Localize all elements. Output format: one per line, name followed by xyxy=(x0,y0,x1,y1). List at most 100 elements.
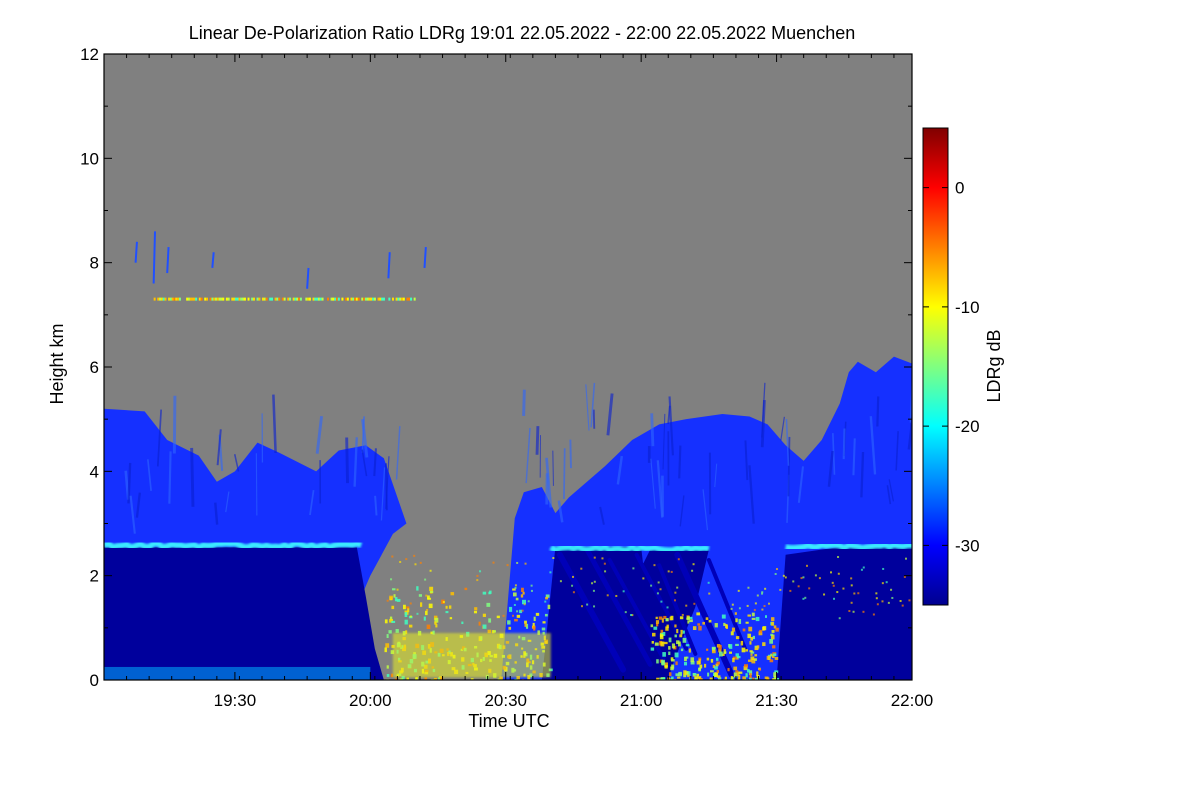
aerosol-speckle xyxy=(437,677,440,680)
aerosol-speckle xyxy=(728,644,733,649)
aerosol-speckle xyxy=(1079,615,1082,620)
aerosol-speckle xyxy=(1146,622,1148,624)
aerosol-speckle xyxy=(1175,620,1178,622)
aerosol-speckle xyxy=(948,645,952,648)
aerosol-speckle xyxy=(750,656,755,661)
aerosol-speckle xyxy=(488,618,492,623)
aerosol-speckle xyxy=(1117,680,1120,682)
aerosol-speckle-sparse xyxy=(666,606,669,609)
aerosol-speckle-sparse xyxy=(685,604,688,607)
aerosol-speckle xyxy=(949,674,952,677)
high-layer-dot xyxy=(173,297,176,301)
high-layer-dot xyxy=(243,297,246,301)
aerosol-speckle xyxy=(922,667,924,672)
aerosol-speckle xyxy=(651,640,654,644)
aerosol-speckle xyxy=(949,664,953,668)
aerosol-speckle xyxy=(752,677,755,680)
aerosol-speckle xyxy=(923,626,927,631)
aerosol-speckle xyxy=(682,630,685,634)
aerosol-speckle xyxy=(1104,661,1108,665)
aerosol-speckle xyxy=(930,678,932,681)
aerosol-speckle xyxy=(738,671,743,674)
aerosol-speckle-sparse xyxy=(419,561,422,564)
aerosol-speckle xyxy=(940,664,942,669)
aerosol-speckle xyxy=(751,612,755,617)
high-layer-dot xyxy=(227,297,230,301)
aerosol-speckle xyxy=(940,679,943,682)
aerosol-speckle xyxy=(947,677,949,680)
high-layer-dot xyxy=(395,297,398,301)
cloud-streak xyxy=(787,436,791,497)
high-layer-dot xyxy=(296,297,299,301)
aerosol-speckle xyxy=(732,657,735,663)
aerosol-speckle xyxy=(676,640,680,645)
aerosol-speckle-sparse xyxy=(629,613,632,616)
aerosol-speckle xyxy=(1094,680,1097,685)
aerosol-speckle xyxy=(939,647,943,651)
fall-streak xyxy=(1120,555,1143,649)
aerosol-speckle xyxy=(1187,661,1189,664)
aerosol-speckle xyxy=(935,677,939,681)
cloud-streak xyxy=(545,457,553,508)
aerosol-speckle-sparse xyxy=(425,594,428,597)
aerosol-speckle xyxy=(938,679,942,681)
aerosol-speckle xyxy=(947,673,950,676)
aerosol-speckle xyxy=(955,675,958,680)
aerosol-speckle xyxy=(1184,678,1187,682)
aerosol-speckle xyxy=(1187,641,1190,644)
aerosol-speckle xyxy=(389,618,393,623)
aerosol-speckle-sparse xyxy=(653,564,656,567)
cloud-streak xyxy=(233,453,240,472)
aerosol-speckle xyxy=(1138,679,1142,683)
aerosol-speckle xyxy=(434,617,439,623)
aerosol-speckle xyxy=(1187,637,1189,640)
aerosol-speckle xyxy=(1184,648,1186,653)
cloud-streak xyxy=(797,466,804,503)
aerosol-speckle xyxy=(750,653,753,656)
aerosol-speckle xyxy=(947,676,950,681)
high-layer-dot xyxy=(198,297,201,301)
high-layer-dot xyxy=(314,297,317,301)
aerosol-speckle xyxy=(930,662,934,664)
aerosol-speckle xyxy=(1154,619,1156,622)
aerosol-speckle xyxy=(922,671,925,674)
aerosol-speckle-sparse xyxy=(513,603,516,606)
aerosol-speckle xyxy=(699,678,703,680)
fall-streak xyxy=(1020,550,1065,675)
aerosol-speckle xyxy=(650,624,654,628)
surface-aerosol-band xyxy=(392,633,551,678)
colorbar-tick-label: -30 xyxy=(955,536,980,555)
aerosol-speckle xyxy=(686,617,690,620)
high-layer-dot xyxy=(357,297,360,301)
aerosol-speckle xyxy=(926,670,929,674)
cloud-streak xyxy=(1162,479,1166,527)
aerosol-speckle xyxy=(747,614,751,617)
aerosol-speckle-sparse xyxy=(833,597,836,600)
aerosol-speckle xyxy=(933,644,937,649)
aerosol-speckle xyxy=(432,630,435,635)
aerosol-speckle xyxy=(542,621,546,624)
aerosol-speckle xyxy=(754,654,758,657)
aerosol-speckle-sparse xyxy=(603,562,606,565)
high-layer-dot xyxy=(178,297,181,301)
aerosol-speckle xyxy=(390,673,394,678)
aerosol-speckle xyxy=(401,675,405,680)
y-tick-label: 12 xyxy=(80,45,99,64)
y-tick-label: 6 xyxy=(90,358,99,377)
aerosol-speckle xyxy=(938,641,940,645)
cloud-streak xyxy=(1053,414,1056,446)
aerosol-speckle xyxy=(405,630,408,635)
aerosol-speckle xyxy=(1176,614,1179,617)
aerosol-speckle-sparse xyxy=(424,578,427,581)
aerosol-speckle xyxy=(952,645,955,647)
aerosol-speckle xyxy=(758,631,763,636)
high-layer-dot xyxy=(350,297,353,301)
cloud-streak xyxy=(190,447,195,507)
aerosol-speckle xyxy=(938,678,942,682)
aerosol-speckle xyxy=(1193,663,1196,668)
aerosol-speckle xyxy=(478,621,481,626)
aerosol-speckle xyxy=(650,647,655,651)
aerosol-speckle-sparse xyxy=(962,585,964,587)
aerosol-speckle xyxy=(948,647,952,651)
aerosol-speckle xyxy=(951,678,954,680)
